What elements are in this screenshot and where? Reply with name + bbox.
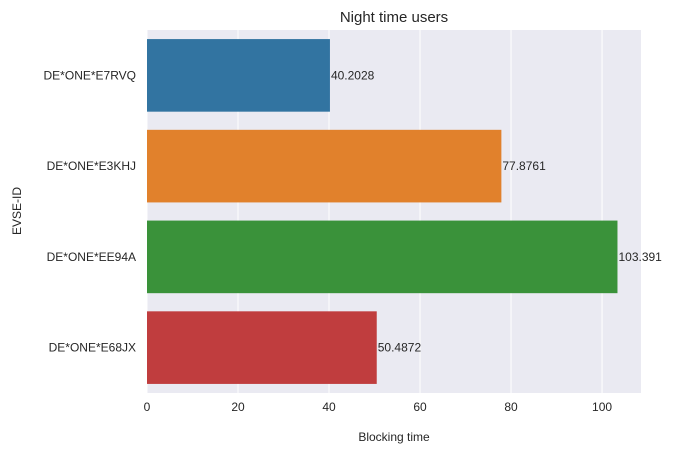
bar: [147, 129, 502, 203]
y-tick-label: DE*ONE*E3KHJ: [47, 159, 136, 173]
chart-title: Night time users: [340, 9, 448, 26]
bar-value-label: 50.4872: [378, 341, 422, 355]
y-tick-label: DE*ONE*E7RVQ: [44, 68, 136, 82]
bar-value-label: 77.8761: [502, 159, 546, 173]
x-tick-label: 100: [592, 400, 612, 414]
x-tick-label: 40: [322, 400, 336, 414]
bar: [147, 39, 330, 112]
y-tick-labels: DE*ONE*E7RVQ DE*ONE*E3KHJ DE*ONE*EE94A DE*O…: [44, 68, 136, 354]
x-tick-label: 20: [231, 400, 245, 414]
x-tick-labels: 0 20 40 60 80 100: [144, 400, 613, 414]
x-tick-label: 60: [413, 400, 427, 414]
x-axis-label: Blocking time: [358, 430, 430, 444]
bars: [147, 39, 618, 384]
bar-value-label: 103.391: [618, 250, 662, 264]
y-tick-label: DE*ONE*E68JX: [49, 341, 136, 355]
bar: [147, 220, 618, 294]
x-tick-label: 0: [144, 400, 151, 414]
bar: [147, 311, 377, 384]
y-tick-label: DE*ONE*EE94A: [47, 250, 136, 264]
bar-value-label: 40.2028: [331, 68, 375, 82]
x-tick-label: 80: [504, 400, 518, 414]
y-axis-label: EVSE-ID: [10, 187, 24, 235]
value-labels: 40.2028 77.8761 103.391 50.4872: [331, 68, 662, 354]
